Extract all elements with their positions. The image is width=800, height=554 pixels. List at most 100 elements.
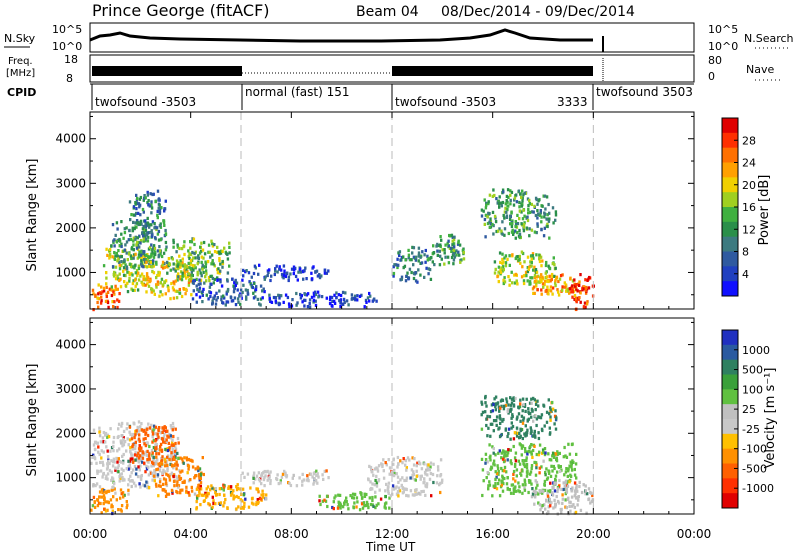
data-cell [192, 289, 195, 293]
data-cell [179, 275, 182, 279]
colorbar-swatch [722, 251, 738, 267]
data-cell [416, 492, 419, 496]
data-cell [199, 503, 202, 507]
data-cell [124, 267, 127, 271]
data-cell [138, 234, 141, 238]
data-cell [342, 297, 346, 301]
data-cell [410, 468, 414, 472]
data-cell [269, 481, 272, 486]
data-cell [199, 282, 202, 286]
data-cell [440, 257, 443, 261]
data-cell [484, 213, 488, 217]
data-cell [122, 468, 125, 473]
data-cell [120, 421, 124, 425]
data-cell [155, 226, 159, 230]
data-cell [183, 480, 186, 484]
data-cell [134, 278, 137, 282]
data-cell [565, 490, 569, 494]
data-cell [404, 258, 407, 262]
data-cell [551, 286, 555, 290]
data-cell [290, 304, 294, 308]
data-cell [528, 401, 532, 405]
data-cell [450, 249, 453, 253]
data-cell [548, 211, 551, 215]
data-cell [418, 462, 422, 466]
data-cell [130, 471, 133, 475]
data-cell [368, 464, 371, 468]
data-cell [391, 484, 395, 488]
data-cell [452, 238, 456, 242]
colorbar-tick-label: 8 [742, 246, 749, 259]
cpid-label: CPID [7, 86, 36, 99]
data-cell [221, 261, 225, 266]
data-cell [374, 495, 377, 499]
data-cell [171, 440, 174, 444]
data-cell [536, 224, 539, 228]
data-cell [521, 189, 524, 193]
data-cell [313, 294, 316, 298]
power-data-layer [91, 112, 595, 312]
data-cell [188, 252, 191, 256]
data-cell [172, 245, 175, 249]
data-cell [527, 450, 531, 454]
data-cell [120, 260, 123, 264]
data-cell [341, 505, 345, 509]
data-cell [233, 296, 237, 300]
data-cell [146, 427, 149, 431]
data-cell [436, 242, 439, 246]
data-cell [122, 436, 125, 440]
data-cell [498, 449, 501, 453]
data-cell [316, 472, 319, 476]
data-cell [185, 264, 188, 268]
data-cell [545, 410, 549, 414]
data-cell [513, 486, 516, 490]
data-cell [575, 283, 578, 287]
data-cell [501, 419, 504, 423]
data-cell [150, 252, 153, 256]
data-cell [144, 257, 148, 262]
data-cell [486, 434, 489, 438]
data-cell [105, 467, 109, 471]
data-cell [176, 451, 179, 455]
data-cell [162, 427, 165, 431]
data-cell [134, 443, 137, 448]
data-cell [180, 263, 184, 267]
data-cell [165, 483, 169, 488]
date-range: 08/Dec/2014 - 09/Dec/2014 [441, 4, 635, 20]
data-cell [523, 464, 527, 469]
data-cell [215, 298, 218, 302]
data-cell [523, 404, 527, 408]
data-cell [135, 431, 138, 436]
data-cell [208, 250, 211, 254]
data-cell [139, 458, 142, 463]
data-cell [384, 461, 387, 465]
data-cell [512, 444, 515, 449]
data-cell [260, 497, 263, 501]
data-cell [268, 268, 271, 272]
data-cell [544, 507, 547, 511]
data-cell [372, 473, 375, 477]
station-title: Prince George (fitACF) [92, 1, 270, 20]
data-cell [129, 474, 132, 478]
data-cell [504, 264, 508, 268]
data-cell [505, 482, 509, 486]
velocity-data-layer [90, 318, 595, 516]
data-cell [102, 463, 105, 467]
data-cell [164, 248, 168, 252]
data-cell [199, 271, 202, 275]
data-cell [234, 283, 237, 287]
data-cell [181, 274, 184, 278]
data-cell [288, 481, 291, 485]
colorbar-swatch [722, 433, 738, 450]
data-cell [195, 487, 199, 491]
data-cell [554, 279, 557, 283]
data-cell [419, 474, 422, 478]
data-cell [149, 279, 152, 283]
data-cell [157, 238, 161, 242]
data-cell [166, 455, 169, 459]
data-cell [537, 492, 540, 496]
data-cell [304, 298, 307, 302]
data-cell [553, 466, 556, 471]
y-tick-label: 3000 [55, 382, 86, 396]
data-cell [116, 254, 119, 258]
